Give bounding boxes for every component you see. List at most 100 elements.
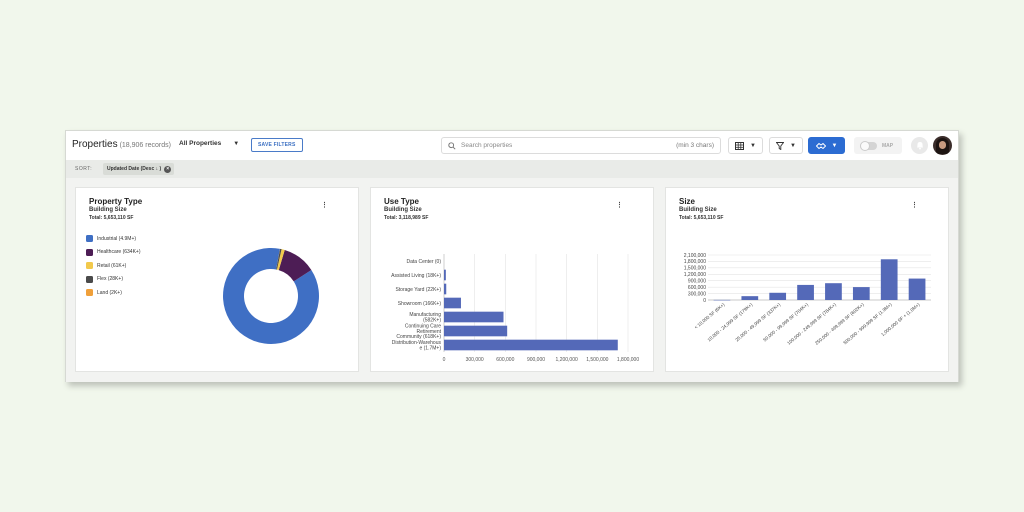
y-tick-label: Continuing Care [405,324,441,330]
bar[interactable] [444,311,504,323]
donut-slice[interactable] [276,249,285,271]
y-tick-label: (582K+) [423,317,441,323]
x-tick-label: 10,000 - 24,999 SF (179K+) [707,302,754,343]
y-tick-label: 600,000 [688,285,706,291]
bar[interactable] [880,259,898,300]
y-tick-label: 1,200,000 [684,272,706,278]
caret-down-icon: ▼ [233,140,240,147]
size-bar-chart: 0300,000600,000900,0001,200,0001,500,000… [684,253,931,346]
bar[interactable] [444,325,508,337]
card-title: Size [679,197,696,206]
legend-swatch [86,275,93,283]
kebab-menu-icon[interactable]: ⋮ [321,202,328,209]
map-toggle[interactable]: MAP [854,137,902,154]
kebab-menu-icon[interactable]: ⋮ [616,202,623,209]
toggle-knob [860,140,870,151]
bar[interactable] [444,283,447,295]
legend-label: Retail (61K+) [97,262,127,269]
bar[interactable] [444,297,461,309]
search-input[interactable]: Search properties (min 3 chars) [441,137,721,154]
legend-item[interactable]: Flex (28K+) [86,273,141,287]
close-icon[interactable]: × [164,165,172,173]
search-icon [448,141,456,150]
donut-slice[interactable] [276,248,281,270]
legend-item[interactable]: Retail (61K+) [86,259,141,273]
bar[interactable] [444,269,446,281]
avatar[interactable] [933,136,952,155]
record-count: (18,906 records) [119,142,171,149]
bar[interactable] [713,299,731,301]
bar[interactable] [741,296,759,300]
filter-icon [776,141,785,150]
dashboard-content: Property Type Building Size Total: 5,653… [66,178,958,382]
y-tick-label: Retirement [417,329,442,335]
card-subtitle: Building Size [89,207,127,213]
caret-down-icon: ▼ [790,142,796,149]
bell-icon [916,142,923,150]
card-title: Property Type [89,197,143,206]
y-tick-label: Community (618K+) [396,334,441,340]
legend-item[interactable]: Industrial (4.9M+) [86,232,141,246]
search-placeholder: Search properties [461,142,513,149]
filter-button[interactable]: ▼ [769,137,803,154]
legend-item[interactable]: Land (2K+) [86,286,141,300]
property-type-card: Property Type Building Size Total: 5,653… [75,187,359,372]
app-window: Properties (18,906 records) All Properti… [65,130,959,382]
x-tick-label: 25,000 - 49,999 SF (337K+) [734,302,781,343]
use-type-bar-chart: 0 300,000 600,000 900,000 1,200,000 1,500,000… [391,254,639,363]
y-tick-label: 1,800,000 [684,259,706,265]
legend-label: Land (2K+) [97,289,122,296]
card-total: Total: 5,653,110 SF [679,215,724,221]
table-icon [735,141,745,150]
y-tick-label: 0 [703,298,706,304]
bar[interactable] [852,287,870,300]
y-tick-label: 300,000 [688,291,706,297]
sort-bar: SORT: Updated Date (Desc ↓ ) × [66,160,958,178]
donut-slice[interactable] [223,248,319,344]
bar[interactable] [769,292,787,300]
legend-label: Healthcare (634K+) [97,249,141,256]
y-tick-label: Storage Yard (22K+) [395,287,441,293]
donut-slice[interactable] [276,248,282,270]
caret-down-icon: ▼ [750,142,756,149]
x-tick-label: 250,000 - 499,999 SF (602K+) [814,302,865,346]
donut-chart [223,248,319,344]
bar[interactable] [908,278,926,300]
use-type-card: Use Type Building Size Total: 3,118,989 … [370,187,654,372]
x-tick-label: 1,800,000 [617,357,639,363]
size-card: Size Building Size Total: 5,653,110 SF ⋮… [665,187,949,372]
y-tick-label: Manufacturing [409,312,441,318]
caret-down-icon: ▼ [831,142,838,149]
card-total: Total: 3,118,989 SF [384,215,429,221]
donut-slice[interactable] [278,250,312,282]
y-tick-label: 2,100,000 [684,253,706,259]
search-hint: (min 3 chars) [676,142,714,149]
avatar-face [939,141,946,149]
y-tick-label: Data Center (0) [407,259,442,265]
notifications-button[interactable] [911,137,928,154]
y-tick-label: Distribution-Warehous [392,340,442,346]
x-tick-label: 50,000 - 99,999 SF (704K+) [762,302,809,343]
kebab-menu-icon[interactable]: ⋮ [911,202,918,209]
card-subtitle: Building Size [384,207,422,213]
sort-chip-label: Updated Date (Desc ↓ ) [107,166,162,172]
save-filters-button[interactable]: SAVE FILTERS [251,138,303,152]
card-subtitle: Building Size [679,207,717,213]
table-view-button[interactable]: ▼ [728,137,763,154]
x-tick-label: 0 [443,357,446,363]
y-tick-label: 1,500,000 [684,266,706,272]
x-tick-label: 300,000 [466,357,484,363]
y-tick-label: Assisted Living (18K+) [391,273,441,279]
bar[interactable] [797,284,814,300]
legend-swatch [86,289,93,297]
view-selector[interactable]: All Properties ▼ [179,140,239,147]
bar[interactable] [825,283,842,300]
legend-label: Flex (28K+) [97,276,123,283]
legend-item[interactable]: Healthcare (634K+) [86,246,141,260]
toggle-track [860,140,877,151]
chart-legend: Industrial (4.9M+) Healthcare (634K+) Reta… [86,232,141,300]
sort-chip[interactable]: Updated Date (Desc ↓ ) × [103,163,175,175]
actions-button[interactable]: ▼ [808,137,845,154]
legend-swatch [86,235,93,243]
bar[interactable] [444,339,618,351]
